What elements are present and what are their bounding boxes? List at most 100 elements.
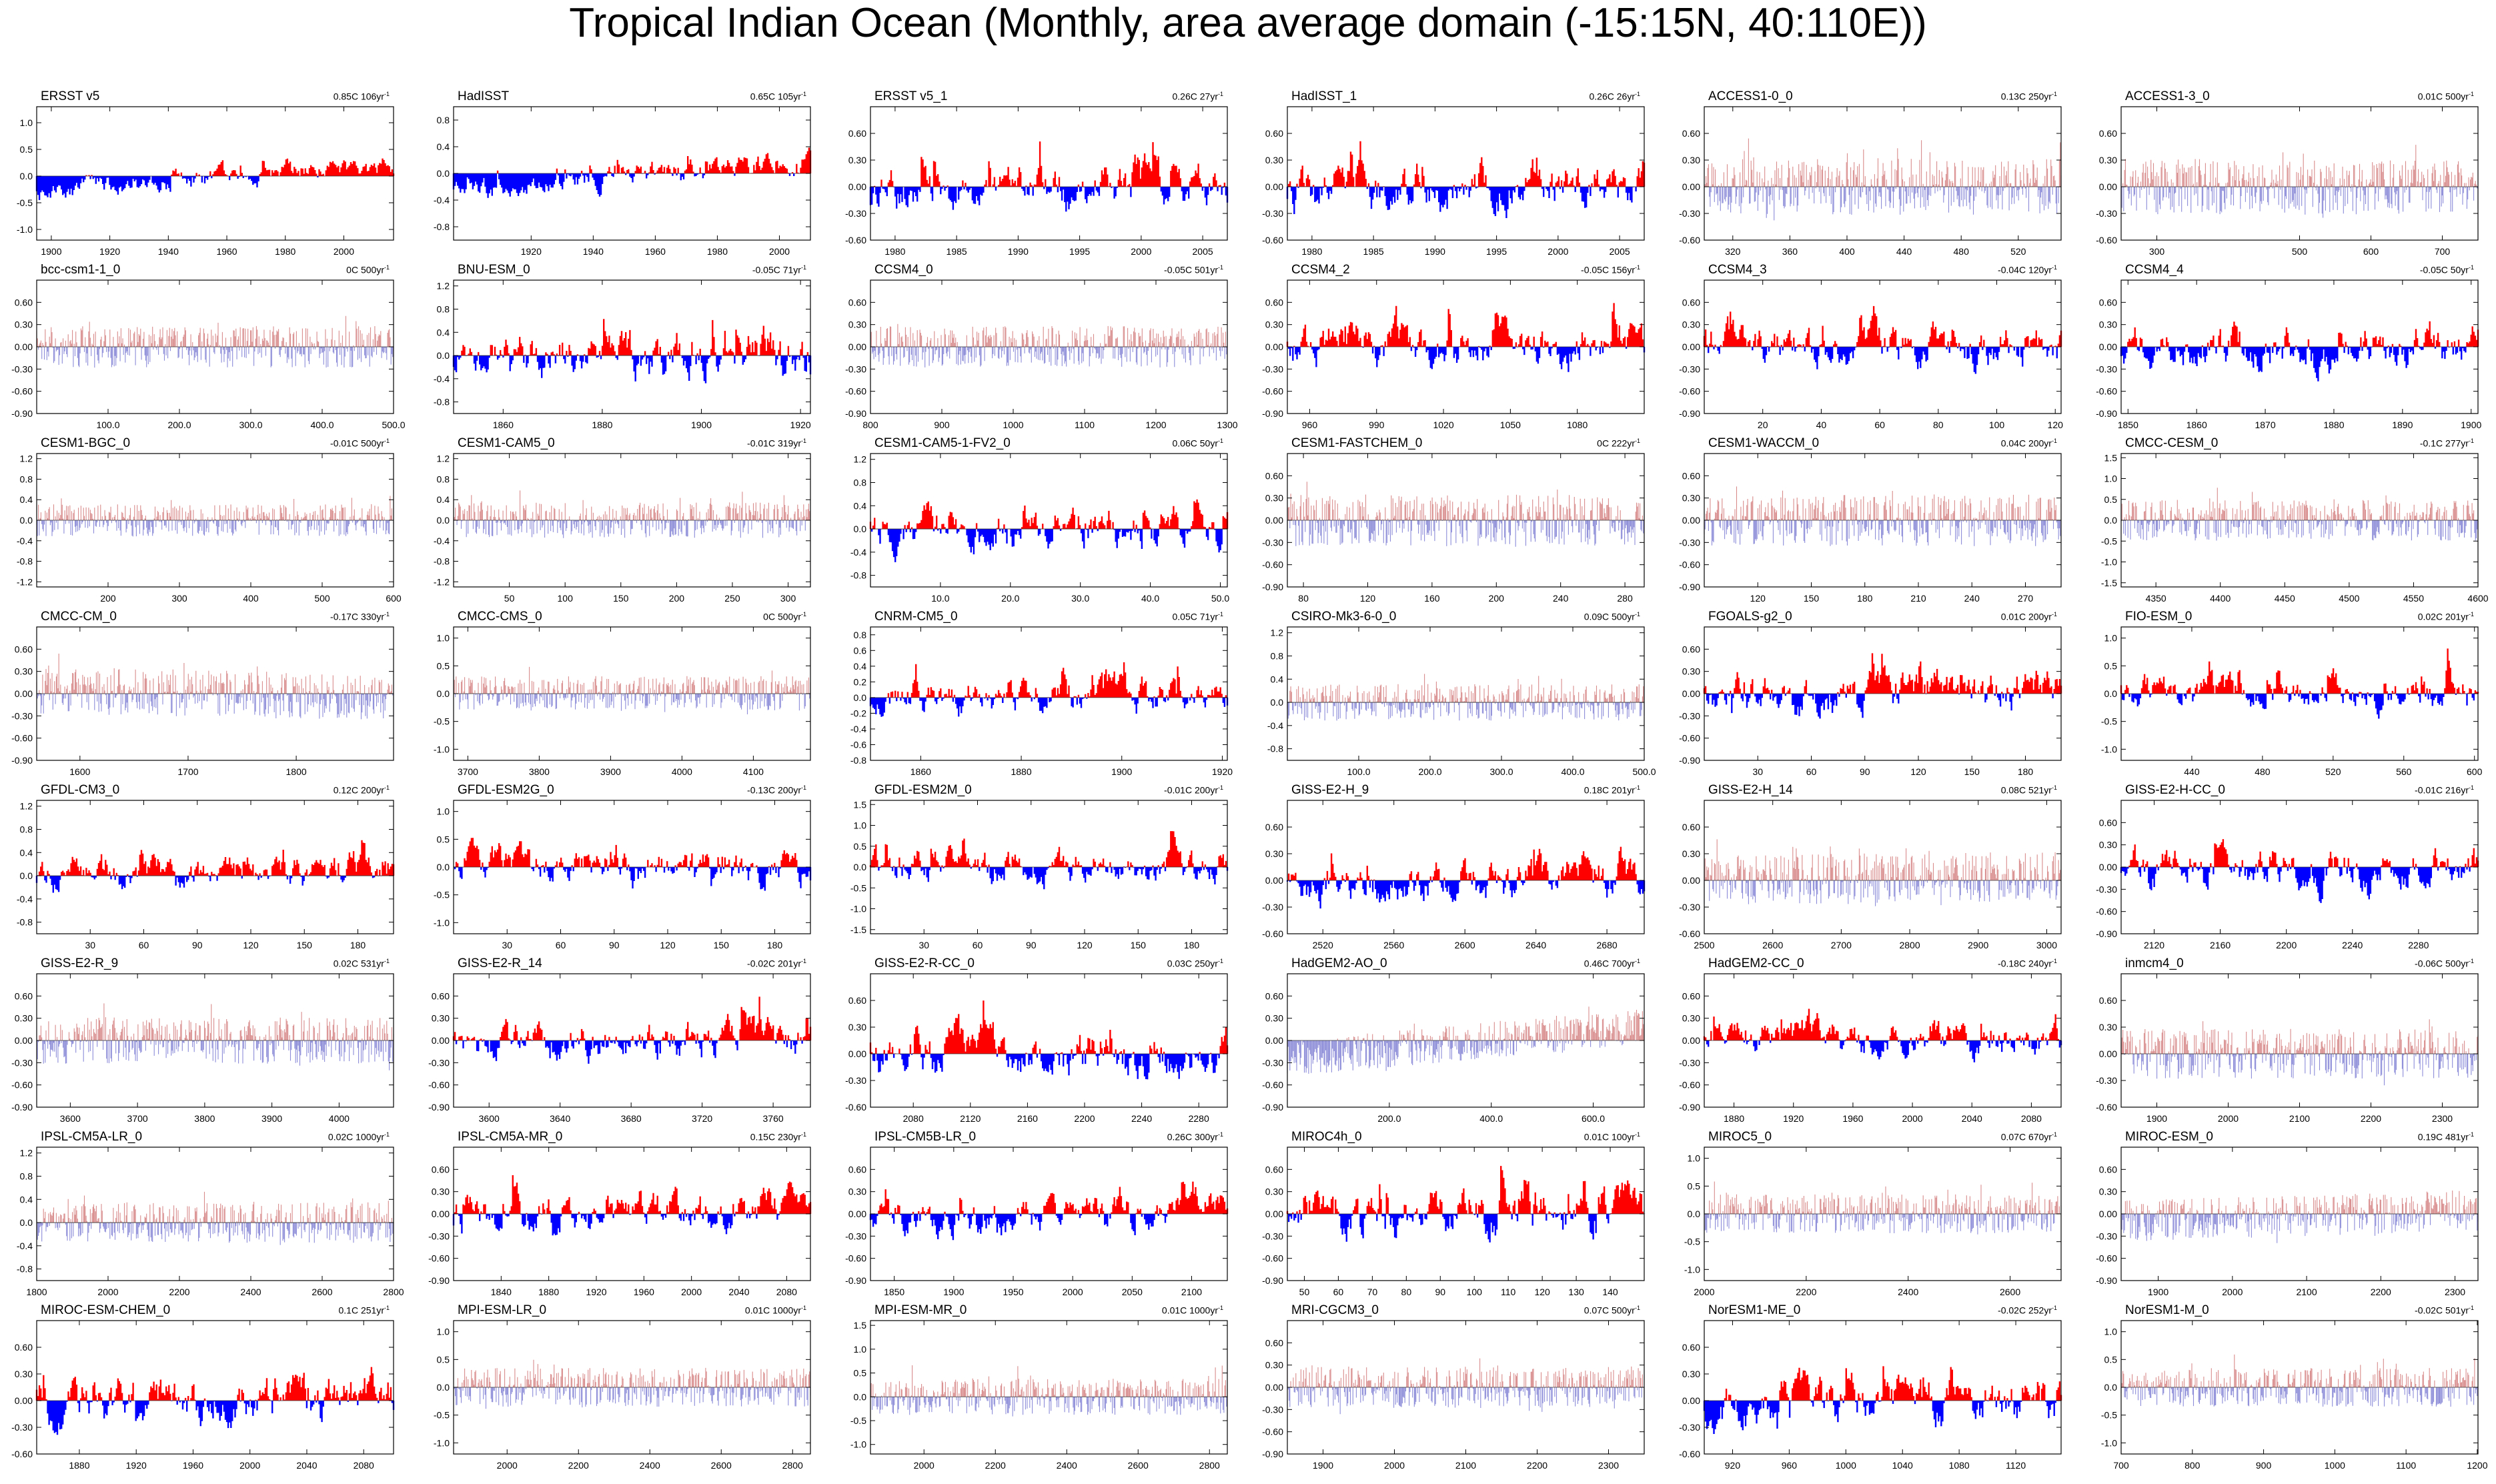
y-tick-label: -1.0 — [17, 224, 33, 235]
x-tick-label: 1920 — [99, 246, 120, 257]
chart-panel: MRI-CGCM3_0 0.07C 500yr-1 -0.90 -0.60 -0.30 0… — [1262, 1303, 1645, 1477]
x-tick-label: 60 — [1874, 420, 1885, 430]
x-tick-label: 2900 — [1968, 940, 1988, 950]
chart-panel: GISS-E2-R_9 0.02C 531yr-1 -0.90 -0.60 -0.30 0… — [11, 956, 394, 1130]
y-tick-label: -0.30 — [2096, 208, 2117, 219]
y-tick-label: -0.30 — [2096, 363, 2117, 374]
x-tick-label: 180 — [767, 940, 783, 950]
y-tick-label: 0.8 — [854, 630, 867, 640]
series-positive — [36, 315, 391, 347]
panel-plot: -0.60 -0.30 0.00 0.30 0.60 300 500 600 700 — [2096, 106, 2479, 257]
panel-trend: 0.18C 201yr-1 — [1584, 784, 1640, 796]
y-tick-label: -0.90 — [1262, 582, 1283, 592]
panel-trend: 0.09C 500yr-1 — [1584, 611, 1640, 622]
x-tick-label: 1900 — [2148, 1287, 2168, 1297]
y-tick-label: -0.4 — [850, 724, 866, 734]
series-negative — [1708, 347, 2058, 374]
x-tick-label: 3900 — [600, 766, 621, 777]
y-tick-label: -0.30 — [1679, 710, 1700, 721]
y-tick-label: -0.60 — [11, 1449, 33, 1459]
x-tick-label: 2080 — [2021, 1113, 2042, 1124]
panel-plot: -0.90 -0.60 -0.30 0.00 0.30 0.60 200.0 400.0 600… — [1262, 973, 1645, 1124]
x-tick-label: 120 — [243, 940, 259, 950]
y-tick-label: -0.8 — [850, 755, 866, 766]
y-tick-label: -0.30 — [1679, 1057, 1700, 1068]
series-positive — [1703, 305, 2062, 347]
y-tick-label: -0.90 — [1262, 1449, 1283, 1459]
panel-trend: 0.02C 531yr-1 — [333, 958, 390, 969]
panel-title: bcc-csm1-1_0 — [41, 263, 121, 277]
y-tick-label: 0.60 — [15, 297, 33, 307]
x-tick-label: 2005 — [1610, 246, 1630, 257]
panel-trend: 0C 500yr-1 — [346, 264, 390, 275]
y-tick-label: 0.00 — [1682, 688, 1700, 699]
series-negative — [2120, 1214, 2479, 1243]
y-tick-label: -0.90 — [2096, 928, 2117, 939]
series-negative — [1287, 520, 1644, 547]
y-tick-label: 1.0 — [437, 1327, 450, 1337]
x-tick-label: 1600 — [69, 766, 90, 777]
panel-plot: -1.0 -0.5 0.0 0.5 1.0 440 480 520 560 600 — [2101, 626, 2483, 777]
chart-panel: GFDL-CM3_0 0.12C 200yr-1 -0.8 -0.4 0.0 0.4 0.8… — [17, 783, 395, 956]
y-tick-label: 0.5 — [1688, 1181, 1701, 1191]
plot-frame — [1287, 106, 1645, 241]
chart-panel: MIROC-ESM_0 0.19C 481yr-1 -0.90 -0.60 -0.30 0… — [2096, 1130, 2479, 1303]
y-tick-label: -0.2 — [850, 708, 866, 718]
x-tick-label: 120 — [1534, 1287, 1550, 1297]
y-tick-label: -0.30 — [1262, 1231, 1283, 1241]
panel-trend-exponent: -1 — [2468, 91, 2474, 97]
x-tick-label: 1890 — [2392, 420, 2413, 430]
x-tick-label: 2200 — [1074, 1113, 1095, 1124]
panel-trend: 0.02C 201yr-1 — [2417, 611, 2474, 622]
y-tick-label: 0.0 — [2104, 688, 2118, 699]
panel-trend-exponent: -1 — [384, 1131, 390, 1138]
x-tick-label: 300 — [2149, 246, 2165, 257]
series-positive — [2120, 1019, 2479, 1054]
x-tick-label: 2300 — [2432, 1113, 2453, 1124]
series-positive — [39, 1003, 394, 1040]
panel-plot: -0.90 -0.60 -0.30 0.00 0.30 0.60 1880 1920 1960 2… — [1679, 973, 2062, 1124]
x-tick-label: 2800 — [1899, 940, 1920, 950]
chart-panel: MPI-ESM-LR_0 0.01C 1000yr-1 -1.0 -0.5 0.0 0.5… — [434, 1303, 811, 1477]
y-tick-label: -0.30 — [1679, 1422, 1700, 1433]
x-tick-label: 2400 — [640, 1460, 660, 1471]
x-tick-label: 1700 — [177, 766, 198, 777]
y-tick-label: -0.60 — [428, 1080, 450, 1090]
x-tick-label: 80 — [1933, 420, 1944, 430]
panel-title: GFDL-ESM2M_0 — [874, 783, 972, 797]
chart-panel: CESM1-CAM5_0 -0.01C 319yr-1 -1.2 -0.8 -0.4 0.… — [434, 436, 811, 610]
panel-plot: -0.60 -0.30 0.00 0.30 0.60 1900 2000 2100 2200 23… — [2096, 973, 2479, 1124]
x-tick-label: 2100 — [1455, 1460, 1476, 1471]
x-tick-label: 1990 — [1425, 246, 1445, 257]
panel-title: GISS-E2-R-CC_0 — [874, 956, 975, 970]
y-tick-label: -0.30 — [1262, 537, 1283, 548]
plot-frame — [453, 279, 811, 414]
y-tick-label: 0.5 — [2104, 1354, 2118, 1365]
chart-panel: GFDL-ESM2G_0 -0.13C 200yr-1 -1.0 -0.5 0.0 0.5… — [434, 783, 812, 956]
series-negative — [2121, 187, 2479, 218]
x-tick-label: 30.0 — [1071, 593, 1089, 604]
y-tick-label: 0.30 — [2099, 1187, 2117, 1197]
y-tick-label: -0.30 — [1262, 1057, 1283, 1068]
y-tick-label: -0.4 — [434, 195, 450, 205]
series-negative — [1704, 880, 2058, 906]
x-tick-label: 2100 — [1181, 1287, 1202, 1297]
y-tick-label: 0.0 — [437, 862, 450, 872]
panel-title: CSIRO-Mk3-6-0_0 — [1291, 610, 1397, 624]
y-tick-label: -0.60 — [2096, 235, 2117, 245]
chart-panel: GISS-E2-H-CC_0 -0.01C 216yr-1 -0.90 -0.60 -0… — [2096, 783, 2479, 956]
series-negative — [1706, 1040, 2062, 1062]
chart-panel: GISS-E2-R_14 -0.02C 201yr-1 -0.90 -0.60 -0.3… — [428, 956, 812, 1130]
y-tick-label: 1.5 — [2104, 452, 2118, 463]
x-tick-label: 2040 — [728, 1287, 749, 1297]
y-tick-label: 0.00 — [1265, 1035, 1283, 1046]
y-tick-label: 0.60 — [1265, 470, 1283, 481]
x-tick-label: 1120 — [2006, 1460, 2026, 1471]
panel-trend: 0.07C 500yr-1 — [1584, 1305, 1640, 1316]
y-tick-label: -0.5 — [2101, 536, 2117, 546]
x-tick-label: 2000 — [1547, 246, 1568, 257]
panel-trend: 0.26C 27yr-1 — [1172, 91, 1224, 102]
panel-trend: -0.18C 240yr-1 — [1998, 958, 2057, 969]
y-tick-label: 0.60 — [1682, 644, 1700, 654]
series-positive — [1301, 1006, 1645, 1040]
